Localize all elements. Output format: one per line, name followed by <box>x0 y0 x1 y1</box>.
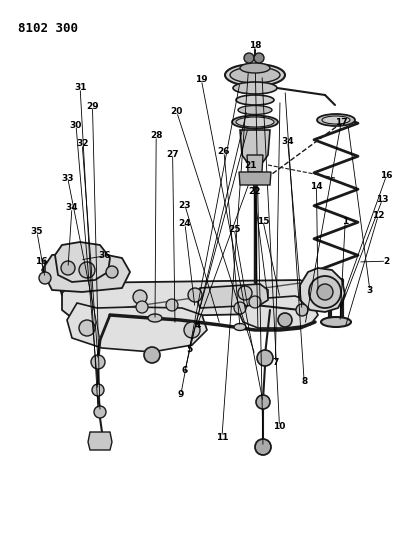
Text: 2: 2 <box>383 257 390 265</box>
Text: 20: 20 <box>171 108 183 116</box>
Circle shape <box>309 276 341 308</box>
Text: 31: 31 <box>74 84 86 92</box>
Circle shape <box>136 301 148 313</box>
Circle shape <box>94 406 106 418</box>
Circle shape <box>106 266 118 278</box>
Circle shape <box>133 290 147 304</box>
Polygon shape <box>247 155 263 172</box>
Ellipse shape <box>234 324 246 330</box>
Circle shape <box>79 320 95 336</box>
Circle shape <box>166 299 178 311</box>
Circle shape <box>257 350 273 366</box>
Ellipse shape <box>236 117 274 127</box>
Polygon shape <box>55 242 110 282</box>
Text: 34: 34 <box>66 204 78 212</box>
Text: 18: 18 <box>249 41 261 50</box>
Circle shape <box>234 302 246 314</box>
Text: 9: 9 <box>178 390 184 399</box>
Polygon shape <box>88 432 112 450</box>
Text: 27: 27 <box>166 150 179 159</box>
Text: 30: 30 <box>70 121 82 130</box>
Text: 8102 300: 8102 300 <box>18 22 78 35</box>
Text: 19: 19 <box>195 76 208 84</box>
Text: 25: 25 <box>228 225 240 233</box>
Polygon shape <box>240 130 270 165</box>
Text: 4: 4 <box>194 321 201 329</box>
Ellipse shape <box>148 314 162 322</box>
Text: 16: 16 <box>35 257 47 265</box>
Circle shape <box>244 53 254 63</box>
Text: 10: 10 <box>273 422 286 431</box>
Circle shape <box>278 313 292 327</box>
Circle shape <box>79 262 95 278</box>
Ellipse shape <box>230 67 280 83</box>
Polygon shape <box>62 280 325 318</box>
Text: 14: 14 <box>310 182 323 191</box>
Ellipse shape <box>225 64 285 86</box>
Text: 17: 17 <box>335 118 347 127</box>
Text: 34: 34 <box>282 137 294 146</box>
Circle shape <box>249 296 261 308</box>
Text: 5: 5 <box>186 345 192 353</box>
Text: 36: 36 <box>99 252 111 260</box>
Text: 22: 22 <box>249 188 261 196</box>
Polygon shape <box>300 268 345 312</box>
Circle shape <box>256 395 270 409</box>
Text: 24: 24 <box>179 220 191 228</box>
Text: 29: 29 <box>86 102 99 111</box>
Circle shape <box>188 288 202 302</box>
Text: 12: 12 <box>372 212 384 220</box>
Ellipse shape <box>240 63 270 73</box>
Ellipse shape <box>321 317 351 327</box>
Ellipse shape <box>233 82 277 94</box>
Text: 28: 28 <box>150 132 162 140</box>
Circle shape <box>144 347 160 363</box>
Text: 21: 21 <box>245 161 257 169</box>
Text: 35: 35 <box>31 228 43 236</box>
Circle shape <box>184 322 200 338</box>
Text: 23: 23 <box>179 201 191 209</box>
Polygon shape <box>195 284 268 308</box>
Text: 16: 16 <box>380 172 393 180</box>
Ellipse shape <box>317 114 355 126</box>
Text: 6: 6 <box>182 366 188 375</box>
Circle shape <box>92 384 104 396</box>
Circle shape <box>317 284 333 300</box>
Circle shape <box>238 286 252 300</box>
Polygon shape <box>239 172 271 185</box>
Polygon shape <box>42 252 130 292</box>
Circle shape <box>39 272 51 284</box>
Polygon shape <box>67 303 207 352</box>
Ellipse shape <box>322 116 350 124</box>
Circle shape <box>255 439 271 455</box>
Text: 32: 32 <box>76 140 88 148</box>
Circle shape <box>91 355 105 369</box>
Circle shape <box>61 261 75 275</box>
Text: 26: 26 <box>218 148 230 156</box>
Ellipse shape <box>232 116 278 128</box>
Text: 11: 11 <box>216 433 228 441</box>
Polygon shape <box>240 296 318 328</box>
Text: 15: 15 <box>257 217 269 225</box>
Ellipse shape <box>236 95 274 105</box>
Circle shape <box>296 304 308 316</box>
Ellipse shape <box>238 106 272 115</box>
Circle shape <box>254 53 264 63</box>
Text: 8: 8 <box>301 377 307 385</box>
Text: 1: 1 <box>342 217 349 225</box>
Text: 7: 7 <box>272 358 279 367</box>
Text: 33: 33 <box>62 174 74 183</box>
Text: 13: 13 <box>376 196 388 204</box>
Text: 3: 3 <box>367 286 373 295</box>
